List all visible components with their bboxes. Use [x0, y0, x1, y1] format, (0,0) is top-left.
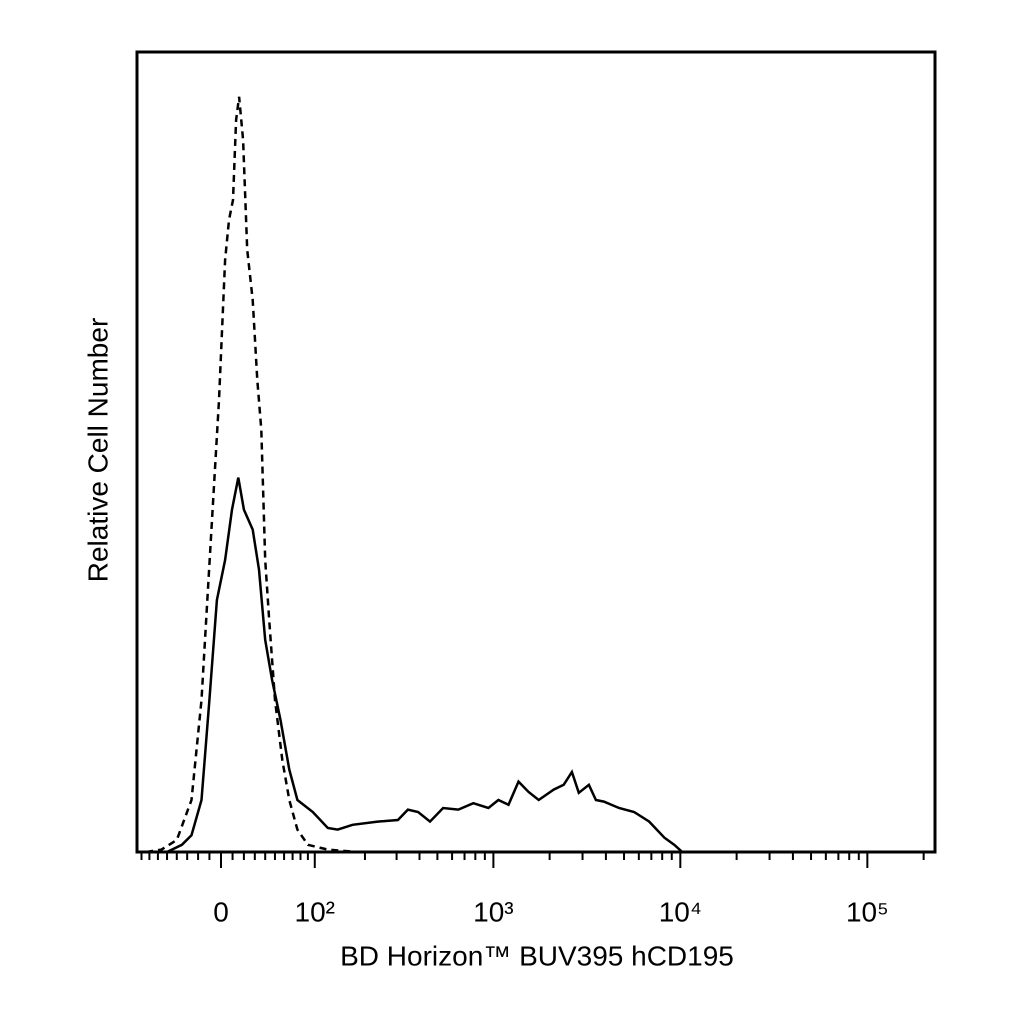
y-axis-label: Relative Cell Number [82, 318, 113, 583]
x-tick-label: 10² [295, 896, 335, 927]
histogram-line [146, 96, 935, 854]
x-axis-label: BD Horizon™ BUV395 hCD195 [340, 940, 734, 971]
plot-frame [135, 50, 937, 854]
x-tick-label: 10³ [473, 896, 513, 927]
x-tick-label: 10⁴ [659, 896, 702, 927]
x-tick-label: 10⁵ [846, 896, 889, 927]
histogram-line [166, 477, 935, 854]
x-tick-label: 0 [213, 896, 229, 927]
